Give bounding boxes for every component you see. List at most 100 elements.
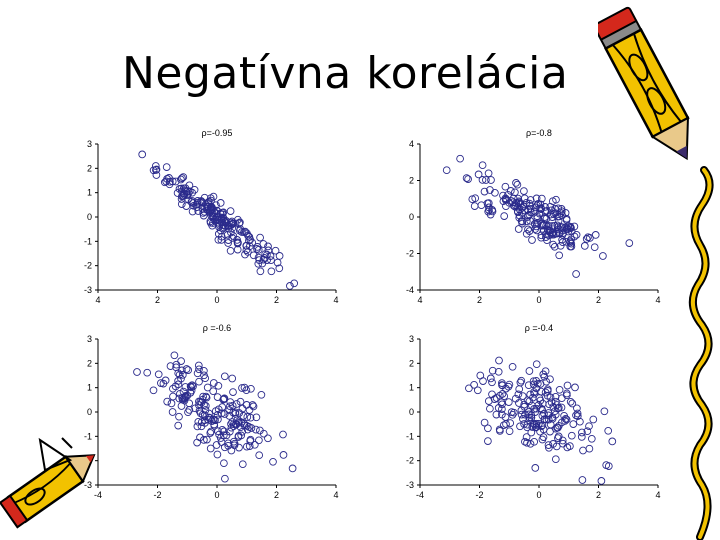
- scatter-point: [509, 198, 517, 207]
- scatter-point: [537, 387, 546, 396]
- scatter-point: [238, 384, 246, 392]
- scatter-point: [485, 206, 493, 214]
- scatter-point: [254, 259, 263, 268]
- scatter-point: [194, 207, 203, 215]
- scatter-point: [537, 194, 546, 203]
- y-tick-label: -2: [406, 456, 414, 466]
- scatter-point: [170, 351, 179, 360]
- scatter-point: [152, 165, 161, 174]
- scatter-point: [199, 211, 208, 220]
- y-tick-label: -3: [84, 480, 92, 490]
- scatter-point: [267, 267, 276, 276]
- scatter-point: [256, 426, 264, 435]
- y-tick-label: 2: [409, 176, 414, 186]
- scatter-point: [207, 427, 215, 436]
- scatter-point: [228, 374, 237, 383]
- scatter-point: [528, 423, 537, 431]
- scatter-point: [566, 237, 575, 245]
- scatter-point: [221, 474, 229, 483]
- x-tick-label: -2: [475, 490, 483, 500]
- scatter-point: [522, 229, 531, 238]
- scatter-point: [536, 427, 544, 436]
- scatter-point: [252, 425, 260, 434]
- scatter-point: [194, 361, 203, 370]
- scatter-point: [201, 200, 210, 209]
- x-tick-label: 4: [655, 490, 660, 500]
- scatter-panel-rho-04: ρ =-0.4 -4 -2 0 2 4 -3 -2 -1 0 1 2 3: [406, 323, 661, 500]
- scatter-point: [477, 201, 486, 210]
- scatter-point: [227, 420, 235, 428]
- scatter-point: [175, 412, 183, 421]
- scatter-point: [508, 362, 517, 371]
- scatter-point: [232, 400, 241, 408]
- scatter-point: [193, 422, 202, 431]
- scatter-point: [495, 391, 504, 400]
- scatter-point: [536, 396, 545, 405]
- scatter-point: [518, 392, 527, 400]
- scatter-point: [494, 367, 503, 376]
- scatter-point: [521, 410, 529, 419]
- scatter-point: [587, 434, 596, 443]
- scatter-point: [195, 401, 203, 409]
- scatter-point: [538, 435, 547, 444]
- scatter-point: [245, 242, 254, 251]
- scatter-point: [473, 386, 482, 395]
- scatter-point: [568, 399, 577, 408]
- scatter-point: [206, 444, 215, 453]
- scatter-point: [212, 201, 220, 210]
- scatter-point: [200, 401, 208, 409]
- y-tick-label: -1: [84, 431, 92, 441]
- scatter-point: [171, 382, 180, 391]
- x-tick-label: -4: [416, 490, 424, 500]
- scatter-point: [220, 427, 228, 436]
- scatter-point: [540, 372, 549, 381]
- scatter-point: [202, 393, 211, 402]
- scatter-point: [241, 250, 249, 259]
- scatter-point: [172, 363, 180, 372]
- scatter-point: [246, 413, 255, 422]
- scatter-point: [225, 406, 234, 414]
- scatter-point: [537, 231, 546, 240]
- scatter-point: [235, 443, 243, 452]
- scatter-point: [528, 236, 536, 244]
- scatter-point: [549, 230, 558, 239]
- scatter-point: [514, 390, 523, 399]
- scatter-point: [506, 187, 515, 195]
- scatter-point: [169, 392, 177, 401]
- scatter-point: [138, 150, 147, 159]
- scatter-point: [505, 198, 514, 207]
- scatter-point: [286, 282, 294, 290]
- scatter-point: [532, 360, 541, 369]
- scatter-point: [279, 451, 288, 459]
- scatter-point: [227, 446, 236, 455]
- scatter-point: [480, 187, 489, 196]
- y-tick-label: -3: [84, 285, 92, 295]
- y-tick-label: 4: [409, 139, 414, 149]
- scatter-point: [200, 436, 208, 444]
- scatter-point: [188, 207, 197, 216]
- scatter-point: [548, 213, 557, 221]
- scatter-point: [530, 437, 539, 446]
- scatter-point: [229, 219, 238, 228]
- scatter-point: [246, 437, 255, 445]
- scatter-point: [177, 175, 185, 184]
- scatter-point: [532, 423, 541, 431]
- scatter-point: [201, 406, 210, 414]
- scatter-point: [214, 405, 223, 414]
- scatter-point: [501, 182, 510, 191]
- scatter-point: [223, 231, 232, 239]
- pencil-bottom-left-icon: [0, 437, 96, 529]
- y-tick-label: 1: [409, 383, 414, 393]
- chart-title: ρ =-0.6: [203, 323, 231, 333]
- scatter-point: [553, 221, 562, 230]
- scatter-point: [555, 385, 564, 394]
- scatter-point: [178, 371, 187, 379]
- scatter-point: [517, 376, 526, 385]
- scatter-point: [563, 381, 572, 390]
- scatter-point: [527, 428, 536, 437]
- scatter-point: [506, 419, 515, 427]
- scatter-point: [252, 413, 261, 422]
- scatter-point: [499, 197, 508, 206]
- scatter-point: [213, 216, 222, 225]
- scatter-point: [526, 196, 535, 204]
